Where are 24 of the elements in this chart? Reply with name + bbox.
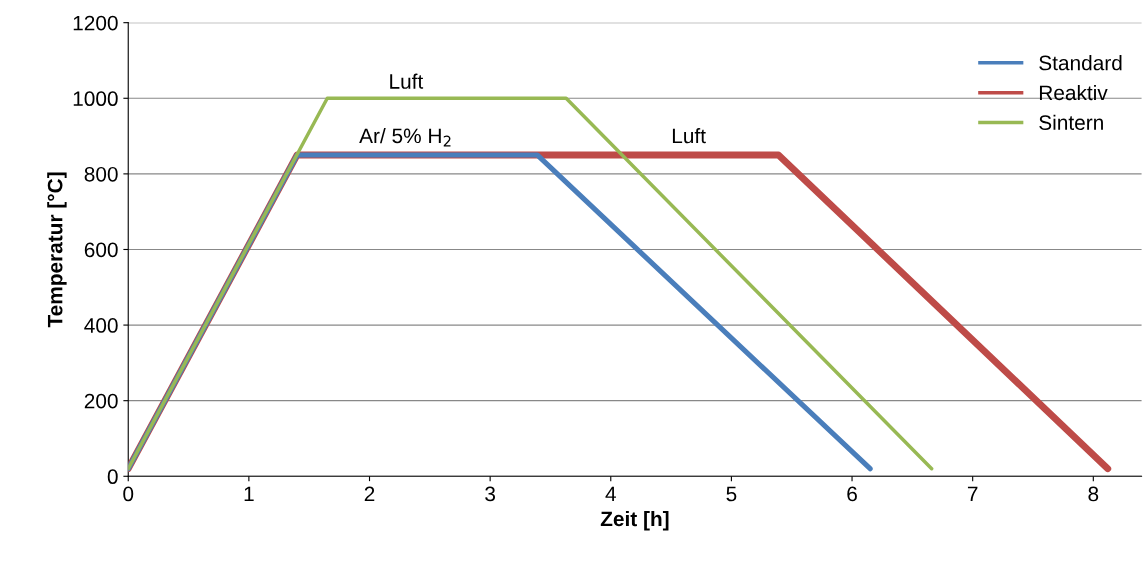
x-tick-label: 5 [726,486,737,502]
annotation: Luft [672,128,706,144]
x-tick-label: 0 [123,486,134,502]
y-tick-label: 800 [84,166,118,182]
annotation: Ar/ 5% H$_{2}$ [359,127,451,147]
x-tick-label: 1 [244,486,254,502]
annotation: Luft [390,73,424,89]
y-axis-title: Temperatur [°C] [47,172,67,328]
x-tick-label: 3 [485,486,496,502]
y-tick-label: 400 [84,318,118,333]
x-tick-label: 4 [605,486,616,502]
x-tick-label: 7 [967,486,978,502]
y-tick-label: 1200 [73,15,118,31]
y-tick-label: 0 [107,469,118,485]
y-tick-label: 1000 [73,91,118,107]
x-axis-title: Zeit [h] [600,510,669,531]
x-tick-label: 2 [364,486,375,502]
legend-label: Sintern [1039,114,1103,131]
x-tick-label: 6 [847,486,857,502]
legend-label: Reaktiv [1039,84,1108,101]
y-tick-label: 600 [84,242,118,258]
y-tick-label: 200 [84,393,118,409]
legend-label: Standard [1039,55,1122,71]
x-tick-label: 8 [1088,486,1099,502]
